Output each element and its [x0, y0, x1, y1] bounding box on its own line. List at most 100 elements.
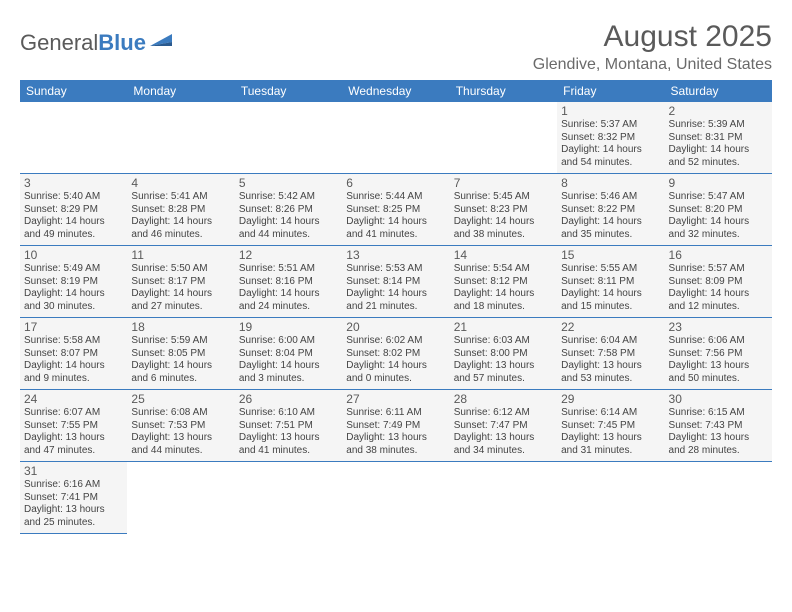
calendar-cell: 28Sunrise: 6:12 AMSunset: 7:47 PMDayligh… — [450, 390, 557, 462]
day-detail: Sunrise: 5:58 AM — [24, 335, 123, 348]
day-detail: Sunrise: 5:47 AM — [669, 191, 768, 204]
calendar-cell: 17Sunrise: 5:58 AMSunset: 8:07 PMDayligh… — [20, 318, 127, 390]
day-detail: Sunset: 7:45 PM — [561, 420, 660, 433]
day-detail: and 9 minutes. — [24, 373, 123, 386]
day-detail: Sunset: 7:41 PM — [24, 492, 123, 505]
day-detail: Sunset: 8:04 PM — [239, 348, 338, 361]
month-title: August 2025 — [533, 20, 772, 54]
day-number: 15 — [561, 248, 660, 262]
calendar-cell — [342, 462, 449, 534]
calendar-cell: 11Sunrise: 5:50 AMSunset: 8:17 PMDayligh… — [127, 246, 234, 318]
calendar-row: 24Sunrise: 6:07 AMSunset: 7:55 PMDayligh… — [20, 390, 772, 462]
day-detail: Sunset: 8:22 PM — [561, 204, 660, 217]
calendar-cell: 7Sunrise: 5:45 AMSunset: 8:23 PMDaylight… — [450, 174, 557, 246]
day-detail: Daylight: 14 hours — [24, 288, 123, 301]
calendar-cell — [557, 462, 664, 534]
day-number: 17 — [24, 320, 123, 334]
day-detail: Sunrise: 6:16 AM — [24, 479, 123, 492]
header: GeneralBlue August 2025 Glendive, Montan… — [20, 20, 772, 74]
day-detail: Sunset: 8:14 PM — [346, 276, 445, 289]
calendar-cell — [20, 102, 127, 174]
day-detail: Sunrise: 6:12 AM — [454, 407, 553, 420]
calendar-cell: 5Sunrise: 5:42 AMSunset: 8:26 PMDaylight… — [235, 174, 342, 246]
day-detail: and 32 minutes. — [669, 229, 768, 242]
day-detail: Sunset: 8:26 PM — [239, 204, 338, 217]
day-detail: Sunrise: 5:57 AM — [669, 263, 768, 276]
day-detail: and 52 minutes. — [669, 157, 768, 170]
logo-text-1: General — [20, 30, 98, 56]
day-detail: Sunset: 8:29 PM — [24, 204, 123, 217]
day-detail: Sunset: 8:12 PM — [454, 276, 553, 289]
day-number: 7 — [454, 176, 553, 190]
day-number: 12 — [239, 248, 338, 262]
day-detail: Daylight: 13 hours — [131, 432, 230, 445]
day-detail: and 53 minutes. — [561, 373, 660, 386]
day-detail: and 3 minutes. — [239, 373, 338, 386]
day-number: 10 — [24, 248, 123, 262]
calendar-cell: 22Sunrise: 6:04 AMSunset: 7:58 PMDayligh… — [557, 318, 664, 390]
day-detail: and 15 minutes. — [561, 301, 660, 314]
calendar-cell — [450, 462, 557, 534]
day-number: 19 — [239, 320, 338, 334]
day-detail: Daylight: 14 hours — [24, 360, 123, 373]
day-detail: Daylight: 14 hours — [561, 288, 660, 301]
day-detail: Daylight: 14 hours — [346, 288, 445, 301]
calendar-cell: 16Sunrise: 5:57 AMSunset: 8:09 PMDayligh… — [665, 246, 772, 318]
day-number: 24 — [24, 392, 123, 406]
day-detail: Sunset: 8:20 PM — [669, 204, 768, 217]
day-detail: and 47 minutes. — [24, 445, 123, 458]
calendar-cell: 21Sunrise: 6:03 AMSunset: 8:00 PMDayligh… — [450, 318, 557, 390]
day-detail: and 38 minutes. — [454, 229, 553, 242]
day-detail: Sunrise: 5:59 AM — [131, 335, 230, 348]
day-detail: Daylight: 14 hours — [239, 360, 338, 373]
day-detail: Sunset: 8:07 PM — [24, 348, 123, 361]
calendar-cell — [342, 102, 449, 174]
day-detail: Sunrise: 5:37 AM — [561, 119, 660, 132]
day-number: 5 — [239, 176, 338, 190]
day-detail: and 38 minutes. — [346, 445, 445, 458]
day-detail: Daylight: 13 hours — [561, 360, 660, 373]
day-detail: Daylight: 13 hours — [24, 504, 123, 517]
day-detail: and 41 minutes. — [239, 445, 338, 458]
day-detail: Daylight: 13 hours — [239, 432, 338, 445]
day-detail: Sunrise: 5:42 AM — [239, 191, 338, 204]
day-detail: and 25 minutes. — [24, 517, 123, 530]
calendar-cell: 19Sunrise: 6:00 AMSunset: 8:04 PMDayligh… — [235, 318, 342, 390]
calendar-row: 1Sunrise: 5:37 AMSunset: 8:32 PMDaylight… — [20, 102, 772, 174]
day-detail: and 31 minutes. — [561, 445, 660, 458]
day-detail: Sunset: 8:31 PM — [669, 132, 768, 145]
day-detail: and 18 minutes. — [454, 301, 553, 314]
day-detail: Daylight: 14 hours — [669, 144, 768, 157]
day-detail: Sunset: 8:11 PM — [561, 276, 660, 289]
calendar-cell — [127, 102, 234, 174]
calendar-cell: 30Sunrise: 6:15 AMSunset: 7:43 PMDayligh… — [665, 390, 772, 462]
logo: GeneralBlue — [20, 20, 176, 56]
calendar-cell: 23Sunrise: 6:06 AMSunset: 7:56 PMDayligh… — [665, 318, 772, 390]
day-detail: Sunrise: 5:50 AM — [131, 263, 230, 276]
day-detail: Daylight: 14 hours — [239, 288, 338, 301]
calendar-row: 3Sunrise: 5:40 AMSunset: 8:29 PMDaylight… — [20, 174, 772, 246]
day-detail: and 27 minutes. — [131, 301, 230, 314]
day-detail: Sunrise: 5:41 AM — [131, 191, 230, 204]
day-detail: and 34 minutes. — [454, 445, 553, 458]
day-detail: Sunrise: 5:39 AM — [669, 119, 768, 132]
calendar-cell — [235, 102, 342, 174]
logo-text-2: Blue — [98, 30, 146, 56]
day-detail: and 0 minutes. — [346, 373, 445, 386]
calendar-cell: 20Sunrise: 6:02 AMSunset: 8:02 PMDayligh… — [342, 318, 449, 390]
day-detail: Sunset: 8:19 PM — [24, 276, 123, 289]
calendar-cell — [665, 462, 772, 534]
calendar-cell: 25Sunrise: 6:08 AMSunset: 7:53 PMDayligh… — [127, 390, 234, 462]
day-detail: Sunrise: 6:14 AM — [561, 407, 660, 420]
weekday-header: Thursday — [450, 80, 557, 102]
calendar-cell: 13Sunrise: 5:53 AMSunset: 8:14 PMDayligh… — [342, 246, 449, 318]
calendar-cell: 1Sunrise: 5:37 AMSunset: 8:32 PMDaylight… — [557, 102, 664, 174]
day-detail: Daylight: 14 hours — [561, 216, 660, 229]
day-detail: and 28 minutes. — [669, 445, 768, 458]
day-detail: and 6 minutes. — [131, 373, 230, 386]
day-detail: Sunrise: 5:51 AM — [239, 263, 338, 276]
day-detail: Sunrise: 6:02 AM — [346, 335, 445, 348]
day-detail: Daylight: 14 hours — [131, 360, 230, 373]
day-detail: Daylight: 14 hours — [561, 144, 660, 157]
day-detail: Daylight: 14 hours — [131, 216, 230, 229]
